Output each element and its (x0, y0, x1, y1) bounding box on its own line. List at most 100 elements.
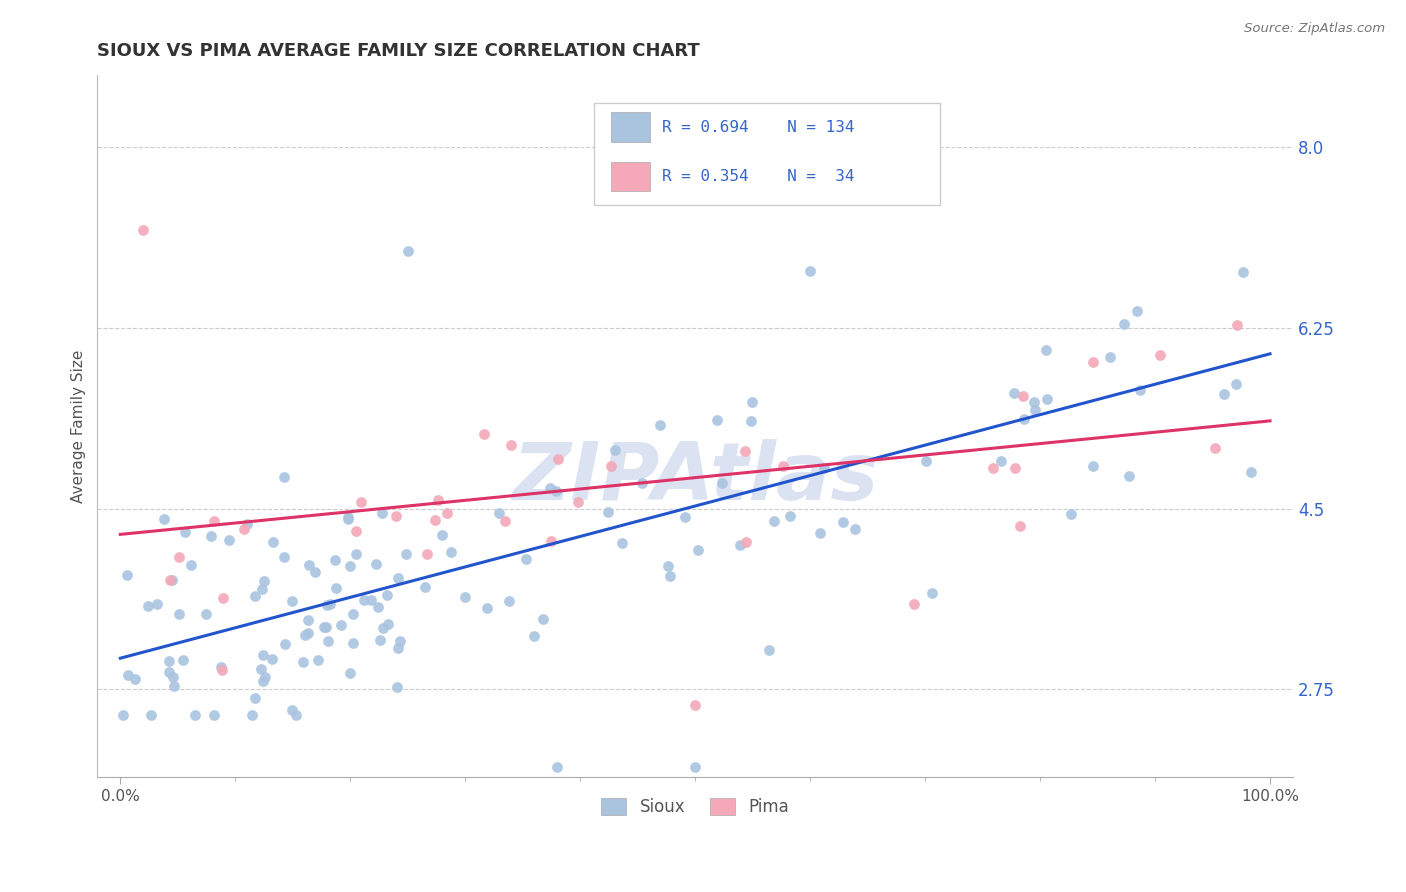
Legend: Sioux, Pima: Sioux, Pima (593, 789, 797, 825)
Point (1024, 403, 1046, 417)
Point (218, 533, 240, 548)
Point (413, 580, 436, 594)
Point (377, 617, 399, 632)
Point (436, 506, 458, 520)
Point (772, 458, 794, 473)
Point (1004, 461, 1026, 475)
Point (132, 223, 155, 237)
Point (1035, 343, 1057, 357)
Point (454, 591, 477, 605)
Point (233, 522, 256, 536)
Point (336, 510, 359, 524)
Point (540, 534, 562, 549)
Point (730, 538, 752, 552)
Point (808, 525, 831, 540)
Point (307, 653, 329, 667)
Point (740, 415, 762, 429)
Point (262, 535, 284, 549)
Point (200, 529, 222, 543)
Point (1099, 351, 1122, 365)
Point (243, 691, 266, 706)
Point (395, 547, 418, 561)
Point (159, 574, 181, 588)
Point (254, 670, 277, 684)
Point (544, 483, 567, 498)
Point (567, 495, 589, 509)
Point (304, 566, 326, 580)
Point (706, 413, 728, 427)
Point (523, 629, 546, 643)
Point (1240, 465, 1263, 479)
Point (531, 612, 554, 626)
Point (344, 524, 367, 538)
Point (195, 607, 218, 621)
Point (1022, 394, 1045, 409)
Point (1081, 355, 1104, 369)
Point (342, 607, 364, 621)
Point (252, 648, 274, 662)
FancyBboxPatch shape (593, 103, 941, 205)
Point (339, 665, 361, 680)
Point (990, 453, 1012, 467)
Point (1112, 317, 1135, 331)
Point (832, 515, 855, 529)
Point (375, 588, 398, 602)
Point (648, 418, 671, 433)
Point (498, 593, 520, 607)
Point (152, 511, 174, 525)
Point (367, 599, 389, 614)
Point (350, 494, 373, 508)
Point (538, 481, 561, 495)
Point (546, 759, 568, 773)
Point (235, 516, 257, 531)
Point (325, 581, 347, 595)
Point (159, 665, 181, 680)
Point (243, 589, 266, 603)
Point (124, 672, 146, 686)
Point (212, 591, 235, 605)
Point (330, 618, 353, 632)
Point (314, 620, 336, 634)
Point (673, 510, 696, 524)
Point (211, 663, 233, 677)
Point (284, 708, 307, 723)
Point (1213, 386, 1236, 401)
Y-axis label: Average Family Size: Average Family Size (72, 350, 86, 503)
Point (612, 536, 634, 550)
Point (515, 552, 537, 566)
Point (180, 558, 202, 572)
Point (1129, 383, 1152, 397)
Point (1149, 348, 1171, 362)
Point (260, 651, 283, 665)
Point (384, 508, 406, 523)
Point (294, 628, 316, 642)
Point (387, 641, 409, 656)
Point (599, 459, 621, 474)
Point (741, 395, 763, 409)
Point (337, 512, 360, 526)
Point (111, 708, 134, 723)
Point (202, 708, 225, 723)
Point (250, 662, 273, 676)
Point (242, 708, 264, 723)
Point (1225, 377, 1247, 392)
Point (162, 670, 184, 684)
Point (657, 558, 679, 573)
Point (1010, 518, 1032, 533)
Point (273, 470, 295, 484)
Point (396, 244, 419, 258)
Point (368, 633, 391, 648)
Point (389, 634, 412, 648)
Point (253, 574, 276, 588)
Point (145, 597, 167, 611)
Point (758, 643, 780, 657)
Point (252, 673, 274, 688)
Point (416, 547, 439, 561)
Point (427, 493, 450, 508)
Point (1081, 458, 1104, 473)
Point (683, 759, 706, 773)
Point (281, 594, 304, 608)
Point (1232, 265, 1254, 279)
Point (172, 653, 194, 667)
Point (364, 557, 387, 571)
